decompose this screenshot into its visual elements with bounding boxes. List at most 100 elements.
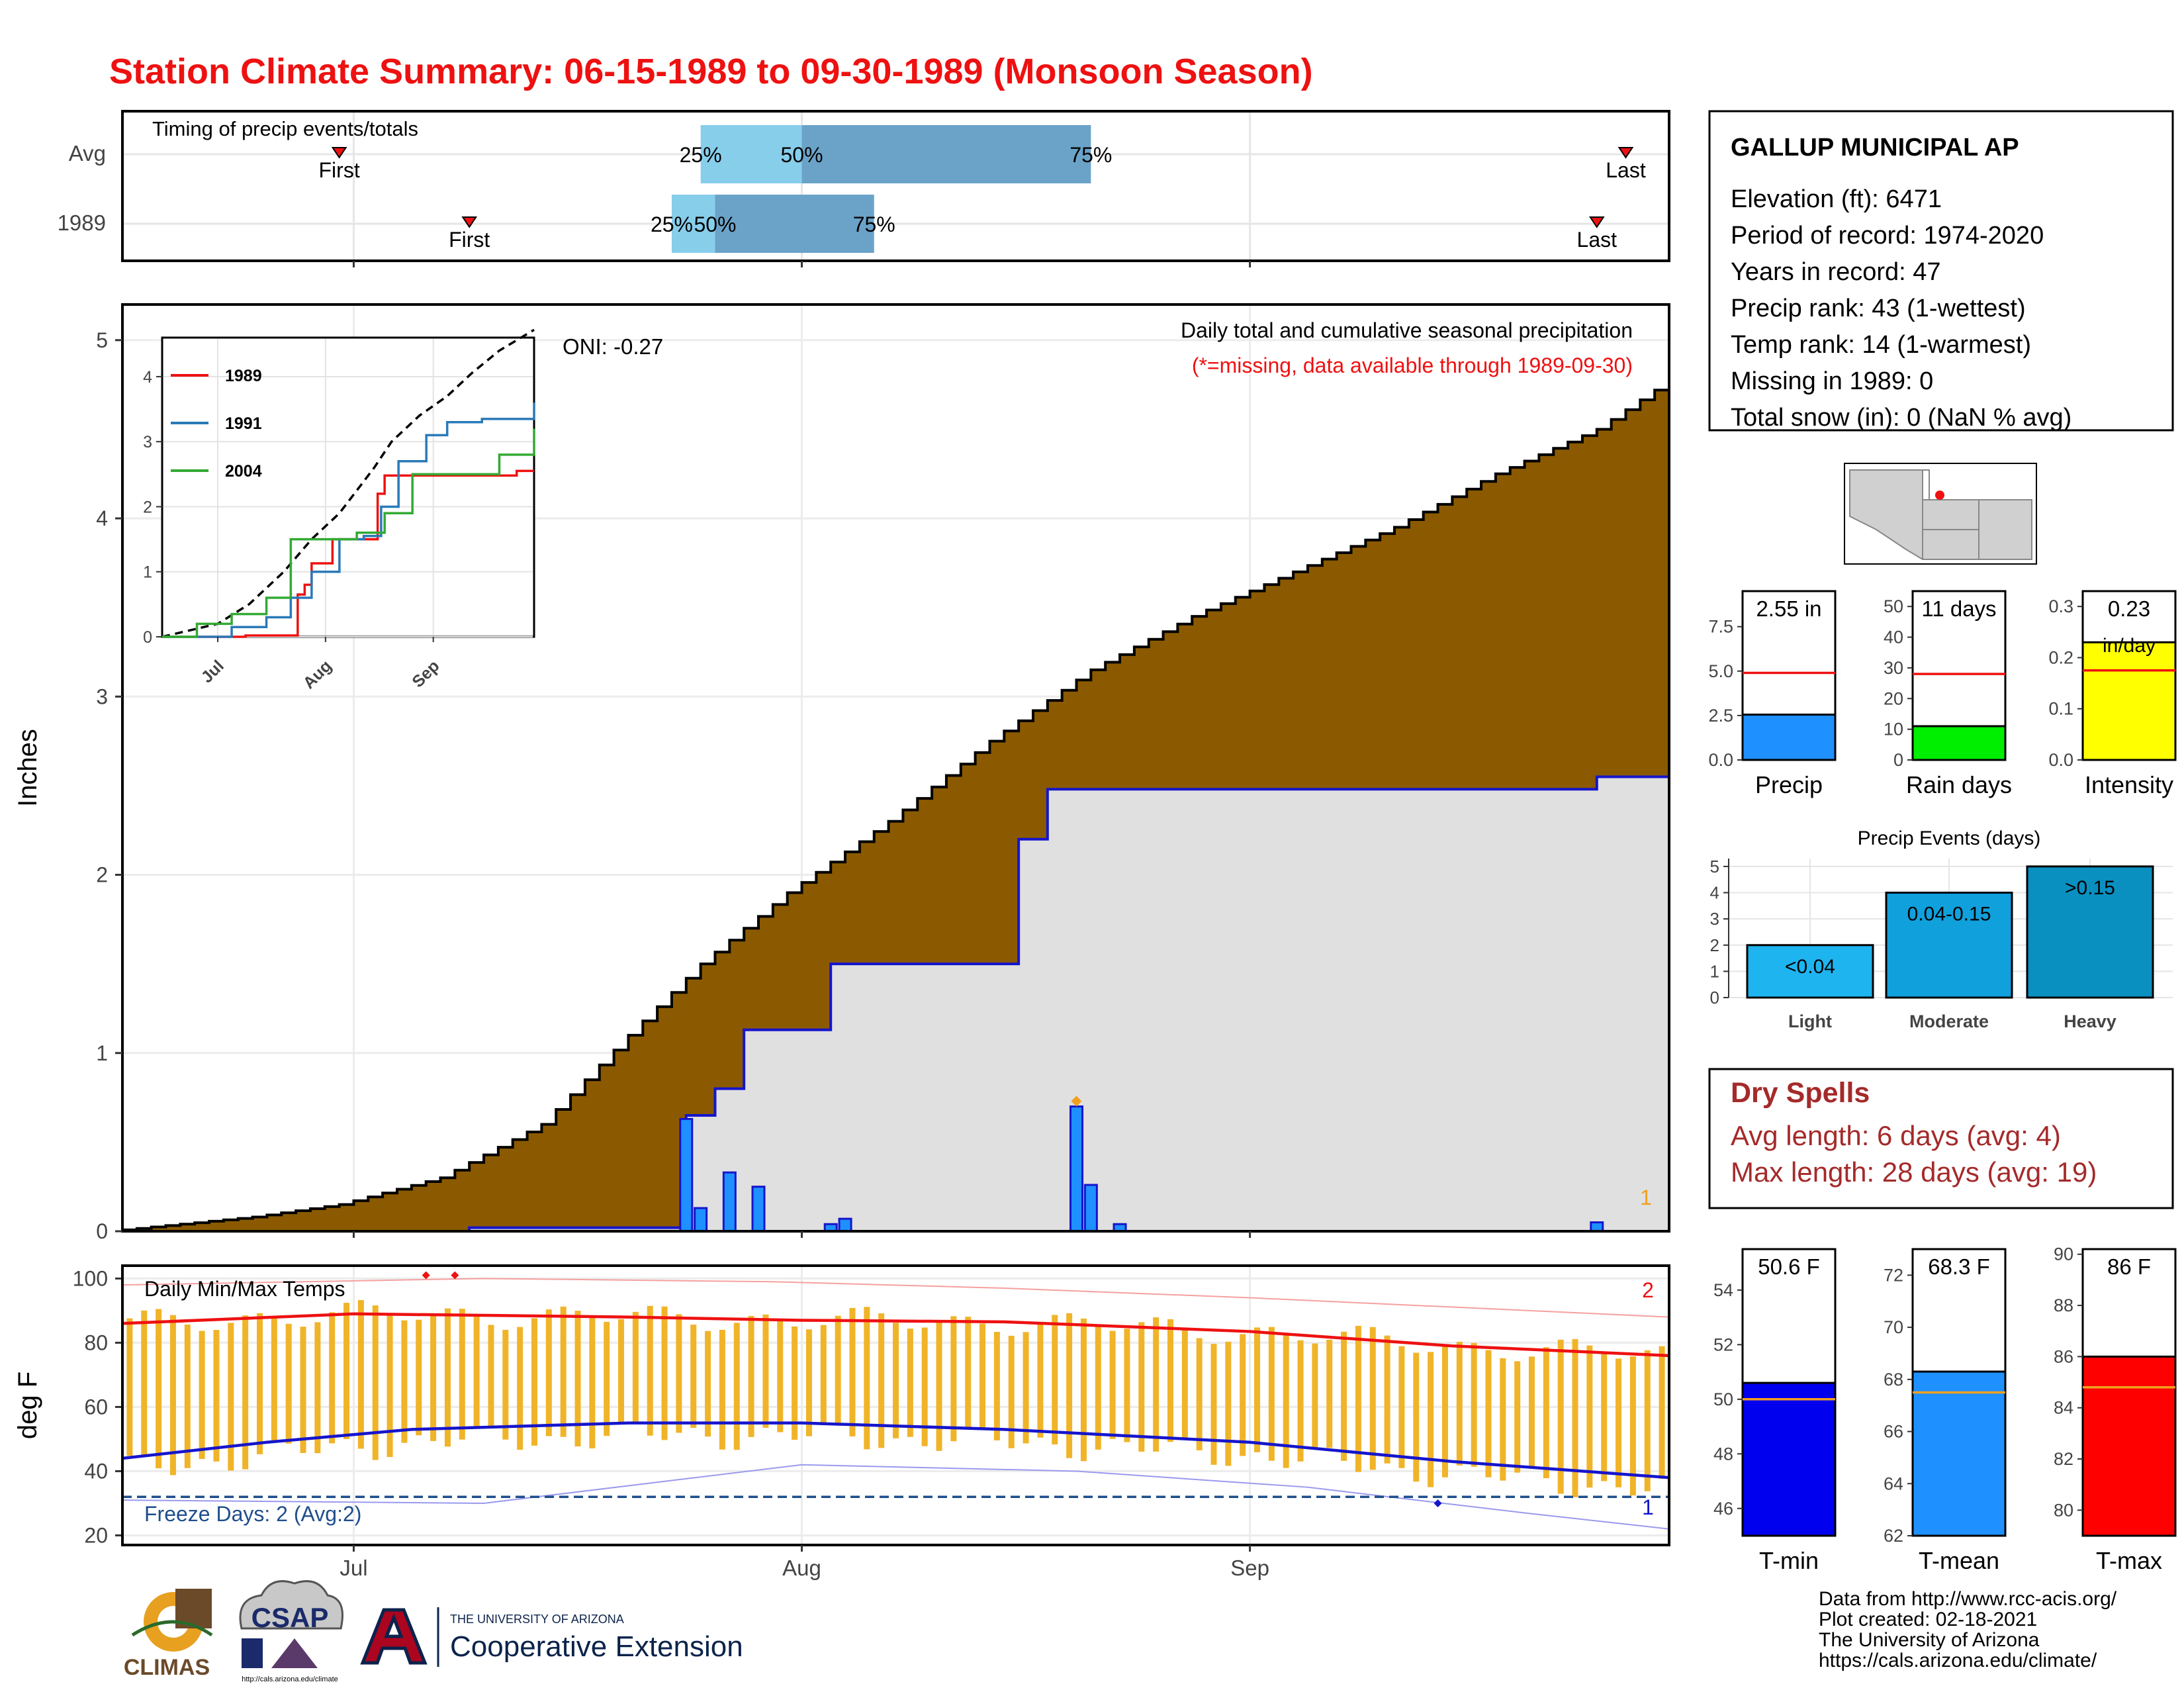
inset-avg-line xyxy=(161,328,535,638)
station-info-line: Missing in 1989: 0 xyxy=(1731,367,1933,395)
daily-temp-bar xyxy=(936,1321,942,1451)
temp-mini-1-tick-label: 62 xyxy=(1884,1526,1903,1546)
precip-mini-2-tick-label: 0.0 xyxy=(2048,750,2073,770)
daily-temp-bar xyxy=(1254,1327,1261,1452)
daily-temp-bar xyxy=(213,1330,220,1462)
timing-panel-title: Timing of precip events/totals xyxy=(152,117,418,140)
temp-y-tick-label: 80 xyxy=(84,1331,108,1354)
missing-data-note: (*=missing, data available through 1989-… xyxy=(1192,353,1633,377)
precip-y-tick-label: 0 xyxy=(96,1219,108,1243)
timing-panel: Timing of precip events/totals Avg 1989 … xyxy=(58,110,1670,262)
avg-max-temp-line xyxy=(122,1312,1670,1358)
precip-mini-1-tick-label: 0 xyxy=(1893,750,1903,770)
csap-logo: CSAP http://cals.arizona.edu/climate xyxy=(239,1580,343,1683)
timing-label-25: 25% xyxy=(651,212,693,236)
inset-line-1991 xyxy=(162,402,535,638)
precip-events-title: Precip Events (days) xyxy=(1858,827,2041,849)
record-min-line xyxy=(122,1464,1670,1530)
precip-mini-0-tick-label: 0.0 xyxy=(1708,750,1733,770)
precip-mini-1-tick-label: 50 xyxy=(1884,596,1903,616)
inset-legend-label: 2004 xyxy=(225,462,262,481)
daily-temp-bar xyxy=(805,1329,812,1436)
daily-temp-bar xyxy=(1384,1335,1390,1464)
daily-temp-bar xyxy=(1268,1327,1275,1461)
precip-corner-label: 1 xyxy=(1640,1186,1652,1209)
footer-line: Data from http://www.rcc-acis.org/ xyxy=(1819,1588,2117,1610)
temp-mini-1-tick-label: 68 xyxy=(1884,1370,1903,1389)
station-info-box: GALLUP MUNICIPAL AP Elevation (ft): 6471… xyxy=(1708,110,2174,432)
daily-temp-bar xyxy=(126,1318,133,1456)
daily-temp-bar xyxy=(502,1329,509,1440)
precip-panel: 0 1 2 3 4 5 Inches Daily total and cumulative… xyxy=(13,303,1670,1243)
daily-temp-bar xyxy=(1514,1361,1521,1473)
daily-temp-bar xyxy=(444,1308,451,1447)
freeze-days-label: Freeze Days: 2 (Avg:2) xyxy=(144,1502,361,1526)
precip-y-tick-label: 4 xyxy=(96,506,108,530)
temp-y-tick-label: 60 xyxy=(84,1395,108,1419)
event-category-label: Moderate xyxy=(1909,1011,1989,1031)
ua-big-text: Cooperative Extension xyxy=(450,1630,743,1663)
daily-temp-bar xyxy=(1124,1329,1130,1442)
daily-temp-bar xyxy=(1326,1339,1333,1448)
daily-temp-bar xyxy=(719,1329,725,1450)
record-high-marker xyxy=(422,1271,430,1280)
record-max-line xyxy=(122,1278,1670,1318)
footer-line: https://cals.arizona.edu/climate/ xyxy=(1819,1650,2097,1671)
precip-mini-0-tick-label: 2.5 xyxy=(1708,706,1733,726)
inset-y-tick-label: 3 xyxy=(143,433,152,451)
daily-precip-bar xyxy=(694,1207,708,1233)
timing-label-first-1989: First xyxy=(449,228,490,252)
daily-temp-bar xyxy=(1355,1325,1361,1472)
timing-label-75: 75% xyxy=(1069,143,1112,167)
daily-temp-bar xyxy=(1441,1346,1448,1477)
temp-mini-1-tick-label: 70 xyxy=(1884,1317,1903,1337)
timing-row-1989: 1989 xyxy=(58,211,106,235)
daily-temp-bar xyxy=(459,1309,465,1440)
precip-mini-0-tick-label: 5.0 xyxy=(1708,661,1733,681)
precip-panel-subtitle: Daily total and cumulative seasonal prec… xyxy=(1181,318,1633,342)
timing-label-75: 75% xyxy=(853,212,895,236)
timing-label-first-avg: First xyxy=(319,158,360,182)
daily-temp-bar xyxy=(169,1315,176,1476)
daily-temp-bar xyxy=(1109,1331,1116,1439)
x-tick-label: Jul xyxy=(340,1556,367,1580)
daily-temp-bar xyxy=(792,1326,798,1440)
daily-temp-bar xyxy=(271,1317,277,1442)
event-bar-label: <0.04 xyxy=(1785,956,1835,978)
daily-temp-bar xyxy=(574,1311,581,1447)
temp-mini-2-tick-label: 80 xyxy=(2054,1500,2073,1520)
timing-marker-first-avg xyxy=(331,147,347,159)
daily-temp-bar xyxy=(1167,1319,1173,1442)
daily-temp-bar xyxy=(430,1313,437,1441)
university-of-arizona-logo: THE UNIVERSITY OF ARIZONA Cooperative Ex… xyxy=(360,1607,743,1667)
daily-temp-bar xyxy=(242,1315,249,1470)
ua-small-text: THE UNIVERSITY OF ARIZONA xyxy=(450,1613,624,1626)
dry-spells-title: Dry Spells xyxy=(1731,1077,1870,1109)
daily-temp-bar xyxy=(1066,1313,1073,1458)
timing-marker-last-avg xyxy=(1617,147,1634,159)
high-record-count: 2 xyxy=(1642,1278,1654,1302)
daily-temp-bar xyxy=(1428,1352,1434,1487)
daily-temp-bar xyxy=(849,1307,856,1436)
inset-y-tick-label: 2 xyxy=(143,498,152,516)
timing-band-25-50 xyxy=(700,125,802,183)
precip-mini-2-value-bar xyxy=(2081,641,2177,761)
events-y-tick-label: 5 xyxy=(1710,857,1719,876)
daily-temp-bar xyxy=(979,1323,986,1429)
timing-marker-first-1989 xyxy=(461,216,478,228)
precip-mini-2-name: Intensity xyxy=(2085,771,2173,798)
daily-temp-bar xyxy=(1644,1350,1651,1491)
temp-mini-1-value-label: 68.3 F xyxy=(1928,1254,1990,1279)
record-high-marker xyxy=(451,1271,459,1280)
precip-mini-1-tick-label: 10 xyxy=(1884,720,1903,739)
daily-temp-bar xyxy=(1369,1327,1376,1470)
temp-panel: 20 40 60 80 100 Daily Min/Max Temps Freeze D… xyxy=(13,1264,1670,1547)
precip-mini-1-value-label: 11 days xyxy=(1921,596,1996,621)
daily-temp-bar xyxy=(589,1317,596,1449)
event-bar-moderate xyxy=(1885,892,2013,999)
daily-temp-bar xyxy=(820,1325,827,1426)
temp-mini-1-name: T-mean xyxy=(1919,1547,1999,1574)
x-tick-label: Aug xyxy=(782,1556,821,1580)
daily-temp-bar xyxy=(1138,1322,1145,1452)
